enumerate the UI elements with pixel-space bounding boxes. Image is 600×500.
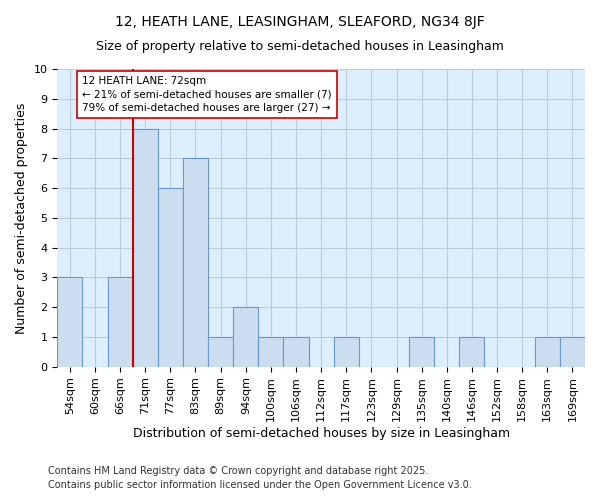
- Bar: [259, 337, 283, 366]
- Text: 12 HEATH LANE: 72sqm
← 21% of semi-detached houses are smaller (7)
79% of semi-d: 12 HEATH LANE: 72sqm ← 21% of semi-detac…: [82, 76, 332, 113]
- Bar: [283, 337, 308, 366]
- Bar: [158, 188, 183, 366]
- Text: 12, HEATH LANE, LEASINGHAM, SLEAFORD, NG34 8JF: 12, HEATH LANE, LEASINGHAM, SLEAFORD, NG…: [115, 15, 485, 29]
- Bar: [133, 128, 158, 366]
- Bar: [233, 307, 259, 366]
- Text: Contains HM Land Registry data © Crown copyright and database right 2025.
Contai: Contains HM Land Registry data © Crown c…: [48, 466, 472, 490]
- Bar: [460, 337, 484, 366]
- Bar: [208, 337, 233, 366]
- Y-axis label: Number of semi-detached properties: Number of semi-detached properties: [15, 102, 28, 334]
- Bar: [107, 278, 133, 366]
- Bar: [535, 337, 560, 366]
- Text: Size of property relative to semi-detached houses in Leasingham: Size of property relative to semi-detach…: [96, 40, 504, 53]
- Bar: [560, 337, 585, 366]
- Bar: [409, 337, 434, 366]
- Bar: [334, 337, 359, 366]
- X-axis label: Distribution of semi-detached houses by size in Leasingham: Distribution of semi-detached houses by …: [133, 427, 510, 440]
- Bar: [57, 278, 82, 366]
- Bar: [183, 158, 208, 366]
